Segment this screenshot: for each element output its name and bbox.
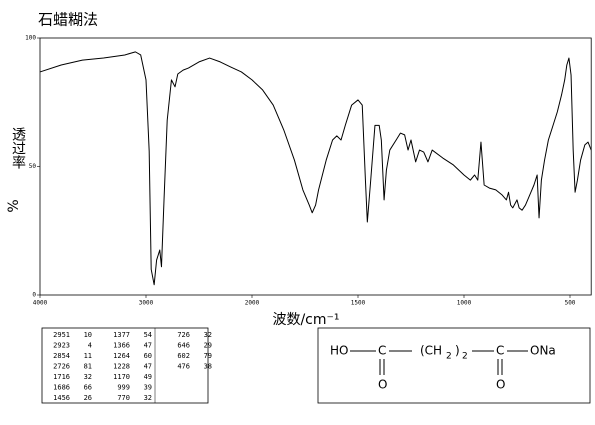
- x-axis-label: 波数/cm⁻¹: [272, 312, 339, 328]
- peak-wavenumber: 2854: [53, 352, 70, 360]
- peak-wavenumber: 1456: [53, 394, 70, 402]
- peak-transmittance: 39: [144, 384, 152, 392]
- peak-wavenumber: 602: [177, 352, 190, 360]
- peak-wavenumber: 1686: [53, 384, 70, 392]
- peak-wavenumber: 1228: [113, 363, 130, 371]
- formula-text: ): [455, 344, 460, 358]
- peak-wavenumber: 1716: [53, 373, 70, 381]
- peak-wavenumber: 476: [177, 363, 190, 371]
- peak-wavenumber: 646: [177, 342, 190, 350]
- peak-transmittance: 26: [84, 394, 92, 402]
- formula-text: C: [496, 344, 504, 358]
- peak-wavenumber: 1170: [113, 373, 130, 381]
- peak-transmittance: 47: [144, 342, 152, 350]
- peak-transmittance: 54: [144, 331, 152, 339]
- chart-title: 石蜡糊法: [38, 11, 98, 29]
- peak-transmittance: 32: [84, 373, 92, 381]
- peak-transmittance: 66: [84, 384, 92, 392]
- formula-text: C: [378, 344, 386, 358]
- formula-text: O: [378, 378, 387, 392]
- y-tick-label: 100: [25, 35, 36, 42]
- structure-box: [317, 327, 591, 404]
- spectrum-line: [39, 51, 592, 286]
- peak-transmittance: 49: [144, 373, 152, 381]
- plot-frame: [39, 37, 592, 296]
- formula-text: 2: [446, 352, 452, 362]
- y-tick-label: 0: [32, 292, 36, 299]
- formula-text: (CH: [420, 344, 442, 358]
- peak-wavenumber: 770: [117, 394, 130, 402]
- peak-wavenumber: 2726: [53, 363, 70, 371]
- formula-text: ONa: [530, 344, 556, 358]
- peak-wavenumber: 2923: [53, 342, 70, 350]
- peak-transmittance: 79: [204, 352, 212, 360]
- peak-transmittance: 32: [144, 394, 152, 402]
- peak-transmittance: 4: [88, 342, 92, 350]
- peak-transmittance: 32: [204, 331, 212, 339]
- x-tick-label: 2000: [245, 300, 260, 307]
- x-tick-label: 1000: [457, 300, 472, 307]
- peak-transmittance: 38: [204, 363, 212, 371]
- x-tick-label: 1500: [351, 300, 366, 307]
- x-tick-label: 3000: [139, 300, 154, 307]
- peak-wavenumber: 1377: [113, 331, 130, 339]
- x-tick-label: 500: [565, 300, 576, 307]
- y-axis-unit: %: [6, 199, 22, 212]
- formula-text: O: [496, 378, 505, 392]
- peak-wavenumber: 726: [177, 331, 190, 339]
- formula-text: 2: [462, 352, 468, 362]
- peak-transmittance: 11: [84, 352, 92, 360]
- peak-table-box: [41, 327, 209, 404]
- formula-text: HO: [330, 344, 348, 358]
- peak-transmittance: 29: [204, 342, 212, 350]
- structure: HO C (CH 2 ) 2 C ONa O O: [330, 344, 556, 392]
- peak-transmittance: 47: [144, 363, 152, 371]
- peak-transmittance: 60: [144, 352, 152, 360]
- peak-wavenumber: 1264: [113, 352, 130, 360]
- peak-wavenumber: 2951: [53, 331, 70, 339]
- peak-transmittance: 81: [84, 363, 92, 371]
- peak-transmittance: 10: [84, 331, 92, 339]
- y-axis-label: 透过率: [10, 127, 26, 169]
- peak-wavenumber: 999: [117, 384, 130, 392]
- peak-wavenumber: 1366: [113, 342, 130, 350]
- y-tick-label: 50: [29, 163, 37, 170]
- x-tick-label: 4000: [33, 300, 48, 307]
